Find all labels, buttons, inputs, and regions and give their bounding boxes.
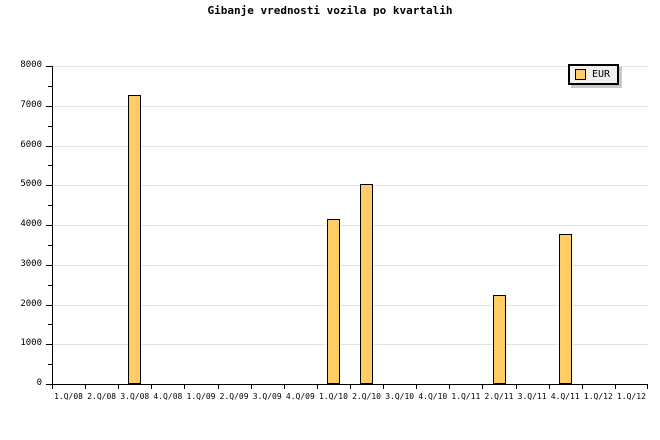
x-axis-label: 2.Q/09 (219, 392, 249, 401)
x-axis-label: 4.Q/09 (285, 392, 315, 401)
x-axis-label: 3.Q/11 (517, 392, 547, 401)
y-tick-minor (48, 364, 52, 365)
y-tick-major (46, 225, 52, 226)
bar[interactable] (559, 234, 572, 384)
y-tick-major (46, 66, 52, 67)
x-axis-label: 1.Q/11 (451, 392, 481, 401)
legend-label-eur: EUR (592, 68, 611, 80)
x-tick (317, 384, 318, 389)
x-axis-label: 3.Q/09 (252, 392, 282, 401)
x-axis-label: 1.Q/08 (54, 392, 83, 401)
x-axis-label: 4.Q/10 (418, 392, 448, 401)
x-tick (449, 384, 450, 389)
y-tick-major (46, 384, 52, 385)
x-tick (52, 384, 53, 389)
x-axis-label: 1.Q/09 (186, 392, 216, 401)
x-axis-label: 1.Q/12 (583, 392, 613, 401)
x-tick (184, 384, 185, 389)
y-tick-major (46, 344, 52, 345)
y-tick-major (46, 305, 52, 306)
x-axis-label: 1.Q/12 (616, 392, 646, 401)
x-tick (151, 384, 152, 389)
y-tick-minor (48, 86, 52, 87)
y-tick-minor (48, 126, 52, 127)
y-axis-label: 7000 (20, 100, 42, 110)
gridline (52, 106, 648, 107)
x-axis-label: 2.Q/08 (87, 392, 117, 401)
y-tick-major (46, 106, 52, 107)
x-axis-label: 3.Q/08 (120, 392, 150, 401)
y-axis-label: 3000 (20, 259, 42, 269)
legend[interactable]: EUR (568, 64, 620, 85)
y-tick-major (46, 185, 52, 186)
x-axis-label: 4.Q/08 (153, 392, 183, 401)
gridline (52, 146, 648, 147)
x-tick (582, 384, 583, 389)
x-axis-label: 2.Q/11 (484, 392, 514, 401)
y-axis-label: 5000 (20, 179, 42, 189)
x-tick (482, 384, 483, 389)
x-tick (118, 384, 119, 389)
y-tick-minor (48, 165, 52, 166)
x-tick (85, 384, 86, 389)
bar[interactable] (327, 219, 340, 384)
bar[interactable] (360, 184, 373, 384)
x-tick (251, 384, 252, 389)
x-tick (218, 384, 219, 389)
x-axis-label: 3.Q/10 (385, 392, 415, 401)
y-axis-label: 0 (36, 378, 42, 388)
chart-title: Gibanje vrednosti vozila po kvartalih (207, 4, 453, 17)
y-tick-major (46, 146, 52, 147)
x-tick (416, 384, 417, 389)
gridline (52, 305, 648, 306)
x-axis-label: 1.Q/10 (318, 392, 348, 401)
gridline (52, 225, 648, 226)
x-tick (284, 384, 285, 389)
x-axis-label: 2.Q/10 (352, 392, 381, 401)
x-tick (350, 384, 351, 389)
x-tick (647, 384, 648, 389)
x-tick (549, 384, 550, 389)
gridline (52, 66, 648, 67)
x-tick (383, 384, 384, 389)
x-tick (615, 384, 616, 389)
y-tick-minor (48, 285, 52, 286)
y-axis-label: 6000 (20, 140, 42, 150)
x-tick (516, 384, 517, 389)
gridline (52, 185, 648, 186)
y-axis-label: 2000 (20, 299, 42, 309)
plot-area: 1.Q/08 2.Q/08 3.Q/08 4.Q/08 1.Q/09 2.Q/09 3.Q/… (46, 66, 648, 401)
y-axis-line (52, 66, 53, 385)
gridline (52, 265, 648, 266)
y-tick-minor (48, 324, 52, 325)
y-tick-minor (48, 205, 52, 206)
y-axis-label: 4000 (20, 219, 42, 229)
bar[interactable] (128, 95, 141, 384)
legend-swatch-eur (575, 69, 586, 80)
y-axis-label: 8000 (20, 60, 42, 70)
gridline (52, 344, 648, 345)
y-axis-label: 1000 (20, 338, 42, 348)
y-tick-major (46, 265, 52, 266)
y-tick-minor (48, 245, 52, 246)
bar[interactable] (493, 295, 506, 384)
x-axis-label: 4.Q/11 (550, 392, 580, 401)
